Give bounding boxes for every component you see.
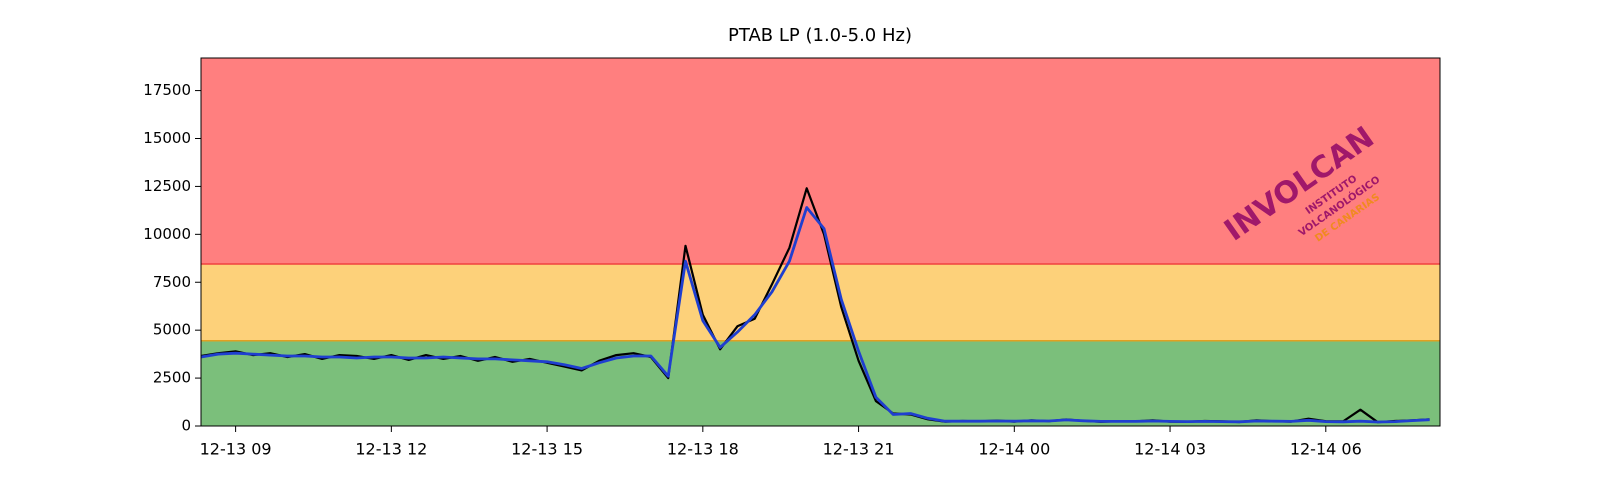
y-tick-label: 7500 [153, 273, 191, 291]
x-tick-label: 12-13 15 [511, 440, 583, 459]
series-line [200, 206, 1430, 424]
y-tick-label: 17500 [143, 81, 191, 99]
threshold-band [201, 58, 1440, 265]
x-tick-label: 12-13 09 [200, 440, 272, 459]
x-tick-label: 12-14 03 [1134, 440, 1206, 459]
x-tick-label: 12-13 12 [355, 440, 427, 459]
threshold-band [201, 264, 1440, 341]
x-tick-label: 12-14 06 [1290, 440, 1362, 459]
y-tick-label: 0 [181, 417, 191, 435]
x-tick-label: 12-13 21 [823, 440, 895, 459]
y-tick-label: 12500 [143, 177, 191, 195]
y-tick-label: 15000 [143, 129, 191, 147]
threshold-band [201, 340, 1440, 426]
y-tick-label: 10000 [143, 225, 191, 243]
x-tick-label: 12-13 18 [667, 440, 739, 459]
plot-frame [200, 57, 1441, 427]
y-tick-label: 2500 [153, 369, 191, 387]
x-tick-label: 12-14 00 [978, 440, 1050, 459]
y-tick-label: 5000 [153, 321, 191, 339]
chart-title: PTAB LP (1.0-5.0 Hz) [728, 25, 912, 46]
